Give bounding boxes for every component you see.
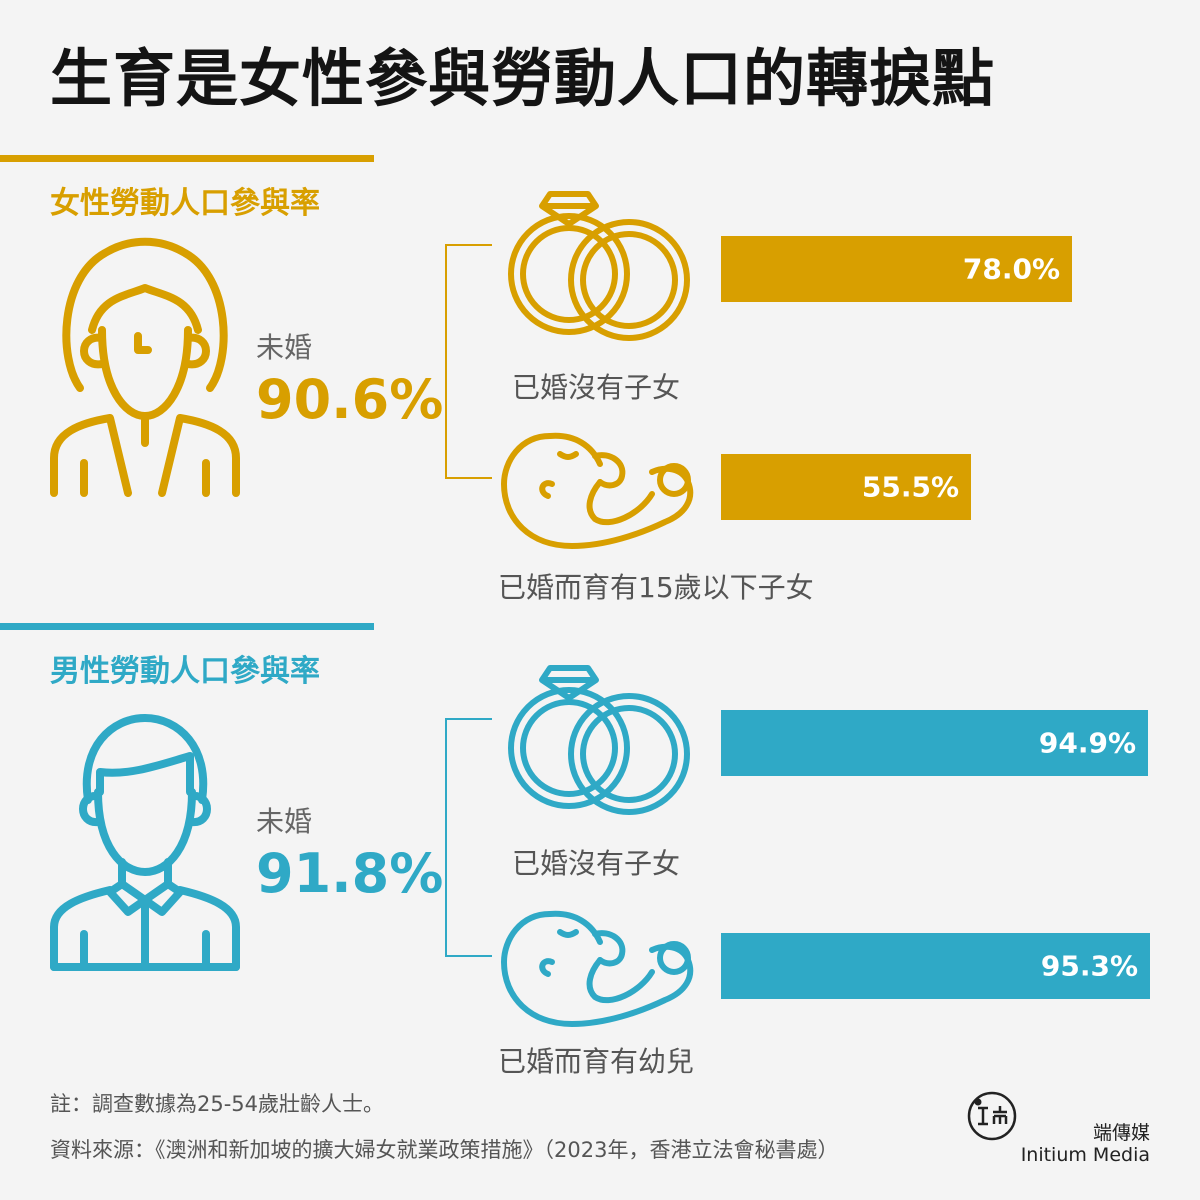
baby-icon xyxy=(501,432,694,549)
female-married-no-children-label: 已婚沒有子女 xyxy=(512,371,681,404)
source-note: 資料來源：《澳洲和新加坡的擴大婦女就業政策措施》（2023年，香港立法會秘書處） xyxy=(50,1138,839,1162)
bar-male-married-no-children: 94.9% xyxy=(721,710,1148,776)
male-married-no-children-label: 已婚沒有子女 xyxy=(512,847,681,880)
male-bracket xyxy=(445,718,492,957)
wedding-rings-icon xyxy=(508,665,690,815)
wedding-rings-icon xyxy=(508,191,690,341)
bar-value-label: 95.3% xyxy=(1040,949,1138,983)
footnote: 註：調查數據為25-54歲壯齡人士。 xyxy=(50,1092,385,1116)
female-bracket xyxy=(445,244,492,479)
male-unmarried-label: 未婚 xyxy=(256,805,313,838)
woman-icon xyxy=(50,237,240,497)
female-married-with-children-label: 已婚而育有15歲以下子女 xyxy=(498,571,814,604)
bar-male-married-with-children: 95.3% xyxy=(721,933,1150,999)
female-section-title: 女性勞動人口參與率 xyxy=(50,186,320,221)
initium-logo-icon xyxy=(967,1091,1017,1141)
bar-female-married-no-children: 78.0% xyxy=(721,236,1072,302)
bar-female-married-with-children: 55.5% xyxy=(721,454,971,520)
brand-name-english: Initium Media xyxy=(1020,1144,1150,1166)
female-unmarried-value: 90.6% xyxy=(256,368,444,431)
bar-value-label: 55.5% xyxy=(861,470,959,504)
male-unmarried-value: 91.8% xyxy=(256,842,444,905)
brand-name-chinese: 端傳媒 xyxy=(1092,1122,1150,1144)
female-unmarried-label: 未婚 xyxy=(256,331,313,364)
bar-value-label: 78.0% xyxy=(962,252,1060,286)
baby-icon xyxy=(501,910,694,1027)
page-title: 生育是女性參與勞動人口的轉捩點 xyxy=(50,42,996,115)
male-section-rule xyxy=(0,623,374,630)
male-section-title: 男性勞動人口參與率 xyxy=(50,654,320,689)
man-icon xyxy=(50,714,240,971)
female-section-rule xyxy=(0,155,374,162)
male-married-with-children-label: 已婚而育有幼兒 xyxy=(498,1045,695,1078)
bar-value-label: 94.9% xyxy=(1038,726,1136,760)
